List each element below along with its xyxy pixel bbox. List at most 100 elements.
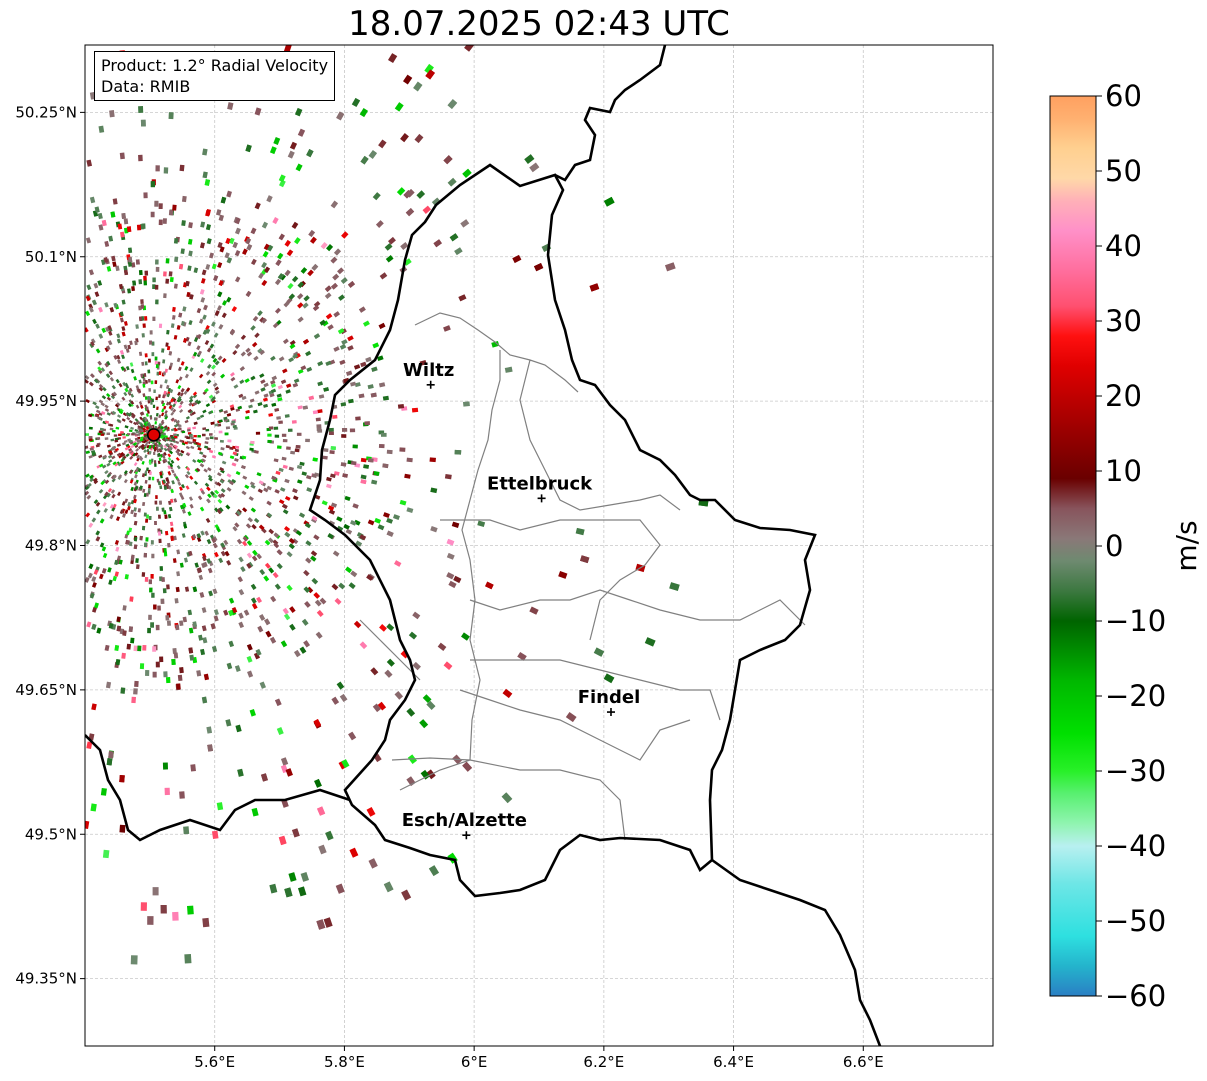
echo-gate <box>95 405 100 410</box>
echo-gate <box>502 688 513 699</box>
echo-gate <box>144 353 148 358</box>
echo-gate <box>89 477 95 483</box>
echo-gate <box>330 502 338 508</box>
echo-gate <box>263 266 270 274</box>
echo-gate <box>144 361 148 366</box>
echo-gate <box>114 539 120 545</box>
echo-gate <box>302 405 308 410</box>
echo-gate <box>104 404 109 409</box>
echo-gate <box>277 252 284 260</box>
echo-gate <box>118 559 123 565</box>
echo-gate <box>95 501 101 507</box>
echo-gate <box>276 549 283 556</box>
echo-gate <box>180 449 185 454</box>
echo-gate <box>387 53 398 64</box>
echo-gate <box>529 606 539 615</box>
echo-gate <box>128 527 133 533</box>
echo-gate <box>187 408 192 413</box>
echo-gate <box>353 364 361 370</box>
echo-gate <box>258 272 265 280</box>
echo-gate <box>97 432 102 436</box>
echo-gate <box>315 417 321 422</box>
echo-gate <box>211 830 219 840</box>
echo-gate <box>133 421 137 426</box>
echo-gate <box>163 671 168 678</box>
echo-gate <box>266 195 273 203</box>
echo-gate <box>447 99 458 110</box>
echo-gate <box>246 562 252 569</box>
echo-gate <box>401 889 412 901</box>
echo-gate <box>212 542 218 549</box>
echo-gate <box>316 427 322 431</box>
echo-gate <box>160 412 165 417</box>
echo-gate <box>188 222 193 229</box>
echo-gate <box>166 384 170 390</box>
echo-gate <box>133 376 137 381</box>
echo-gate <box>177 395 182 401</box>
echo-gate <box>348 398 354 404</box>
echo-gate <box>252 315 259 322</box>
echo-gate <box>580 555 590 564</box>
echo-gate <box>122 436 126 439</box>
echo-gate <box>93 479 99 485</box>
echo-gate <box>297 316 304 323</box>
echo-gate <box>167 470 172 476</box>
echo-gate <box>346 370 353 376</box>
echo-gate <box>186 436 190 440</box>
echo-gate <box>278 835 287 846</box>
echo-gate <box>158 423 162 427</box>
echo-gate <box>593 647 605 657</box>
echo-gate <box>134 474 138 479</box>
lat-tick-label: 49.8°N <box>25 537 77 555</box>
echo-gate <box>235 470 241 476</box>
echo-gate <box>130 509 134 515</box>
echo-gate <box>155 259 159 265</box>
echo-gate <box>386 530 394 537</box>
echo-gate <box>101 219 107 227</box>
echo-gate <box>257 625 264 633</box>
echo-gate <box>330 473 336 479</box>
echo-gate <box>309 236 317 244</box>
echo-gate <box>116 443 121 447</box>
echo-gate <box>313 719 322 728</box>
echo-gate <box>283 45 292 53</box>
echo-gate <box>125 348 130 353</box>
echo-gate <box>176 448 181 453</box>
echo-gate <box>139 424 144 429</box>
echo-gate <box>168 271 173 277</box>
echo-gate <box>159 474 163 479</box>
echo-gate <box>256 553 262 560</box>
echo-gate <box>313 592 321 599</box>
echo-gate <box>232 241 238 249</box>
echo-gate <box>300 365 307 371</box>
echo-gate <box>136 433 141 436</box>
echo-gate <box>93 569 99 575</box>
echo-gate <box>128 447 133 452</box>
echo-gate <box>104 302 109 308</box>
echo-gate <box>108 751 114 759</box>
echo-gate <box>150 181 156 188</box>
echo-gate <box>251 807 259 817</box>
echo-gate <box>317 360 324 367</box>
echo-gate <box>99 542 105 548</box>
echo-gate <box>210 623 216 630</box>
echo-gate <box>164 435 168 438</box>
echo-gate <box>182 306 187 312</box>
echo-gate <box>142 488 146 493</box>
echo-gate <box>328 520 336 527</box>
echo-gate <box>144 470 148 475</box>
echo-gate <box>259 569 266 576</box>
echo-gate <box>169 277 174 283</box>
echo-gate <box>336 516 343 522</box>
echo-gate <box>348 731 357 741</box>
echo-gate <box>124 533 129 539</box>
echo-gate <box>196 533 202 539</box>
lat-tick-label: 50.25°N <box>15 103 77 121</box>
echo-gate <box>274 489 280 494</box>
echo-gate <box>330 446 336 450</box>
echo-gate <box>111 493 116 499</box>
echo-gate <box>269 393 275 398</box>
echo-gate <box>155 299 159 305</box>
echo-gate <box>98 454 103 459</box>
echo-gate <box>291 275 299 283</box>
